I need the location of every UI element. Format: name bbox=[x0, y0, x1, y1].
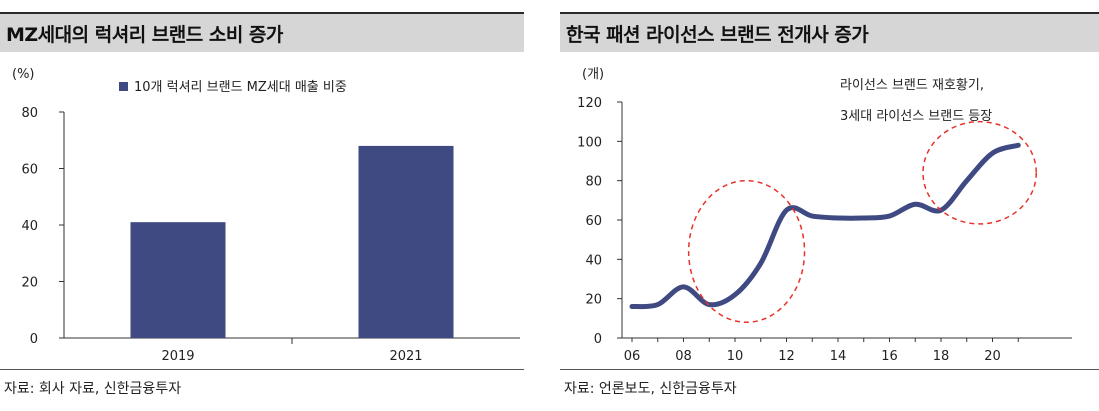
bar-2021 bbox=[358, 145, 454, 338]
y-tick-label: 0 bbox=[594, 332, 602, 347]
right-chart-panel: 한국 패션 라이선스 브랜드 전개사 증가 (개) 0 20 40 60 80 100 120… bbox=[560, 0, 1099, 411]
y-tick-label: 80 bbox=[21, 106, 38, 121]
y-tick-label: 40 bbox=[21, 219, 38, 234]
y-tick-label: 120 bbox=[577, 96, 602, 111]
left-chart-panel: MZ세대의 럭셔리 브랜드 소비 증가 (%) 0 20 40 60 80 2019 2021… bbox=[0, 0, 524, 411]
x-tick-label: 08 bbox=[675, 349, 692, 364]
annotation-line-2: 3세대 라이선스 브랜드 등장 bbox=[840, 109, 992, 124]
y-tick-label: 20 bbox=[585, 293, 602, 308]
x-tick-label: 10 bbox=[727, 349, 744, 364]
annotation-line-1: 라이선스 브랜드 재호황기, bbox=[840, 78, 984, 93]
x-tick-label: 12 bbox=[778, 349, 795, 364]
y-tick-label: 60 bbox=[21, 163, 38, 178]
highlight-ellipse-2010 bbox=[687, 179, 806, 324]
y-tick-label: 20 bbox=[21, 276, 38, 291]
left-source-divider bbox=[0, 369, 524, 370]
highlight-ellipse-2019 bbox=[922, 120, 1038, 225]
y-tick-label: 0 bbox=[30, 332, 38, 347]
x-tick-label: 14 bbox=[830, 349, 847, 364]
bar-chart: (%) 0 20 40 60 80 2019 2021 10개 럭셔리 브랜드 MZ세대 매출 … bbox=[12, 67, 520, 364]
right-title-bar: 한국 패션 라이선스 브랜드 전개사 증가 bbox=[560, 12, 1099, 52]
legend-swatch bbox=[119, 82, 128, 91]
x-tick-label: 06 bbox=[624, 349, 641, 364]
x-tick-label: 2019 bbox=[161, 349, 194, 364]
y-axis-unit: (개) bbox=[582, 67, 604, 82]
left-source-note: 자료: 회사 자료, 신한금융투자 bbox=[4, 381, 182, 397]
line-chart: (개) 0 20 40 60 80 100 120 06 08 10 12 14 16 18 20 라이선스 브… bbox=[577, 67, 1072, 364]
right-chart-title: 한국 패션 라이선스 브랜드 전개사 증가 bbox=[566, 24, 869, 46]
x-tick-label: 16 bbox=[881, 349, 898, 364]
y-tick-label: 40 bbox=[585, 253, 602, 268]
x-tick-label: 18 bbox=[933, 349, 950, 364]
y-tick-label: 100 bbox=[577, 135, 602, 150]
legend-label: 10개 럭셔리 브랜드 MZ세대 매출 비중 bbox=[134, 80, 347, 95]
y-tick-label: 60 bbox=[585, 214, 602, 229]
right-source-divider bbox=[560, 369, 1099, 370]
left-title-bar: MZ세대의 럭셔리 브랜드 소비 증가 bbox=[0, 12, 524, 52]
left-chart-title: MZ세대의 럭셔리 브랜드 소비 증가 bbox=[6, 24, 283, 46]
y-axis-unit: (%) bbox=[12, 67, 35, 82]
x-tick-label: 2021 bbox=[389, 349, 422, 364]
x-tick-label: 20 bbox=[984, 349, 1001, 364]
series-line bbox=[629, 142, 1021, 310]
right-source-note: 자료: 언론보도, 신한금융투자 bbox=[564, 381, 737, 397]
y-tick-label: 80 bbox=[585, 175, 602, 190]
bar-2019 bbox=[130, 222, 226, 338]
